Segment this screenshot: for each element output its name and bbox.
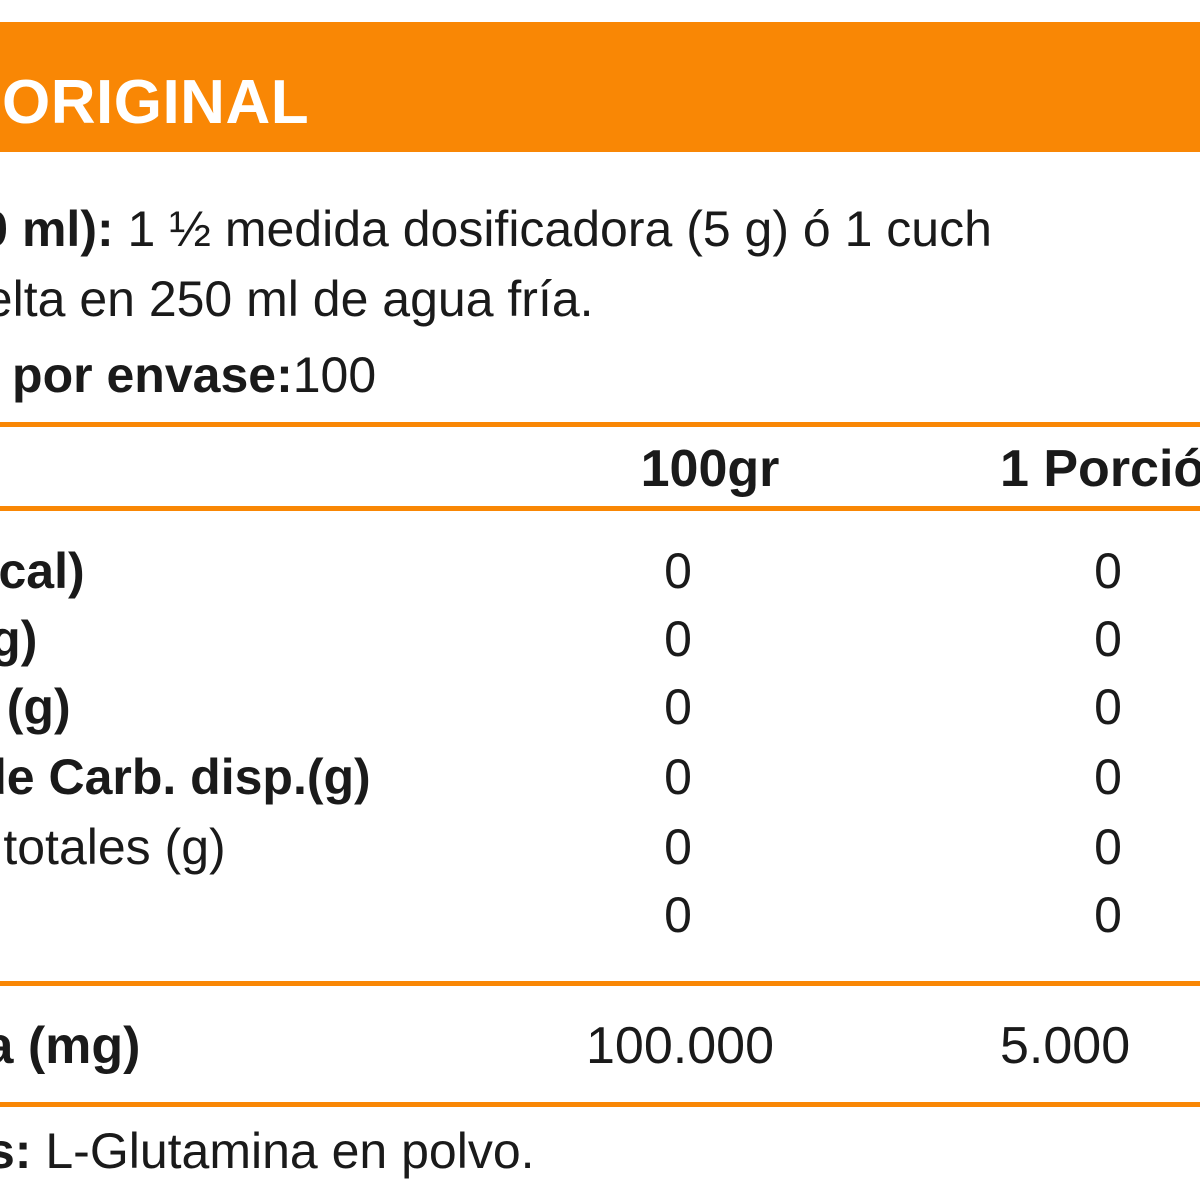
table-cell-carbohydrates-portion: 0 — [1094, 749, 1122, 805]
portions-per-container-line: nes por envase:100 — [0, 340, 1200, 410]
table-row-label-energy: a (Kcal) — [0, 543, 85, 599]
table-cell-sodium-100gr: 0 — [664, 887, 692, 943]
table-cell-energy-100gr: 0 — [664, 543, 692, 599]
portions-per-container-value: 100 — [292, 347, 377, 403]
product-variant-title: ORIGINAL — [2, 68, 310, 137]
column-header-portion: 1 Porció — [1000, 440, 1200, 498]
table-row-label-protein: as (g) — [0, 611, 38, 667]
serving-size-line: (250 ml): 1 ½ medida dosificadora (5 g) … — [0, 192, 1200, 266]
table-cell-protein-100gr: 0 — [664, 611, 692, 667]
table-cell-glutamine-100gr: 100.000 — [586, 1017, 774, 1075]
table-cell-total-fat-100gr: 0 — [664, 679, 692, 735]
table-row-label-sodium: mg) — [0, 890, 604, 940]
table-cell-total-sugars-100gr: 0 — [664, 819, 692, 875]
table-cell-total-fat-portion: 0 — [1094, 679, 1122, 735]
serving-size-line-continued: suelta en 250 ml de agua fría. — [0, 271, 594, 327]
product-variant-banner: ORIGINAL — [0, 22, 1200, 152]
table-row-label-total-sugars: res totales (g) — [0, 819, 226, 875]
highlight-row-bottom-rule — [0, 1102, 1200, 1107]
table-top-rule — [0, 422, 1200, 427]
table-cell-sodium-portion: 0 — [1094, 887, 1122, 943]
serving-size-value: 1 ½ medida dosificadora (5 g) ó 1 cuch — [127, 201, 992, 257]
highlight-row-top-rule — [0, 981, 1200, 986]
table-cell-protein-portion: 0 — [1094, 611, 1122, 667]
table-cell-total-sugars-portion: 0 — [1094, 819, 1122, 875]
table-header-rule — [0, 506, 1200, 511]
table-cell-energy-portion: 0 — [1094, 543, 1122, 599]
column-header-100gr: 100gr — [640, 440, 780, 498]
table-row-label-carbohydrates: os de Carb. disp.(g) — [0, 749, 371, 805]
table-row-label-total-fat: otal (g) — [0, 679, 71, 735]
serving-size-label: (250 ml): — [0, 201, 114, 257]
table-cell-glutamine-portion: 5.000 — [1000, 1017, 1131, 1075]
ingredients-label: ntes: — [0, 1123, 32, 1179]
ingredients-line: ntes: L-Glutamina en polvo. — [0, 1126, 535, 1176]
table-cell-carbohydrates-100gr: 0 — [664, 749, 692, 805]
ingredients-value: L-Glutamina en polvo. — [45, 1123, 535, 1179]
table-row-label-glutamine: mina (mg) — [0, 1017, 141, 1075]
portions-per-container-label: nes por envase: — [0, 347, 293, 403]
